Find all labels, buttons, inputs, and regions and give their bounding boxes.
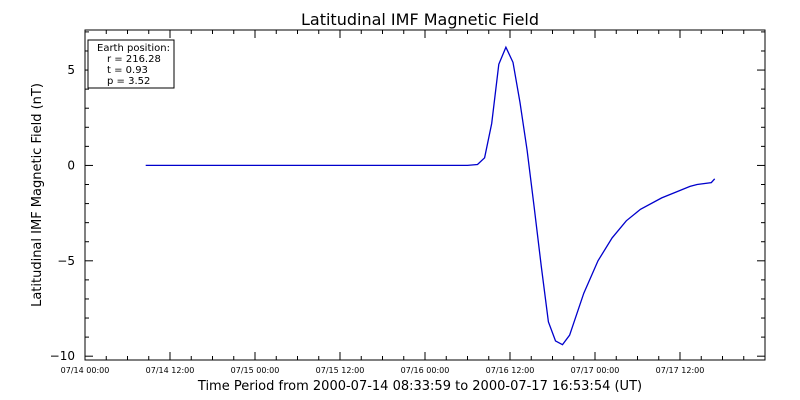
series-line-latitudinal-field: [145, 45, 716, 346]
earth-position-p: p = 3.52: [107, 76, 150, 87]
x-tick-label: 07/16 00:00: [401, 366, 450, 375]
x-tick-label: 07/14 00:00: [61, 366, 110, 375]
x-tick-label: 07/15 00:00: [231, 366, 280, 375]
y-tick-label: 0: [67, 158, 75, 172]
earth-position-heading: Earth position:: [97, 43, 170, 54]
x-axis-label: Time Period from 2000-07-14 08:33:59 to …: [197, 379, 642, 394]
x-tick-label: 07/14 12:00: [146, 366, 195, 375]
earth-position-frame: [87, 39, 175, 89]
y-axis-label: Latitudinal IMF Magnetic Field (nT): [30, 83, 45, 307]
earth-position-t: t = 0.93: [107, 65, 148, 76]
plot-frame: [84, 29, 766, 361]
x-tick-label: 07/17 12:00: [656, 366, 705, 375]
y-tick-label: −5: [57, 254, 75, 268]
x-axis: 07/14 00:00 07/14 12:00 07/15 00:00 07/15 1…: [61, 30, 745, 375]
earth-position-r: r = 216.28: [107, 54, 161, 65]
x-tick-label: 07/16 12:00: [486, 366, 535, 375]
x-tick-label: 07/15 12:00: [316, 366, 365, 375]
x-tick-label: 07/17 00:00: [571, 366, 620, 375]
y-axis: 5 0 −5 −10: [50, 31, 765, 363]
y-tick-label: −10: [50, 349, 75, 363]
earth-position-box: Earth position: r = 216.28 t = 0.93 p = …: [87, 39, 175, 89]
chart-title: Latitudinal IMF Magnetic Field: [301, 10, 539, 29]
y-tick-label: 5: [67, 63, 75, 77]
